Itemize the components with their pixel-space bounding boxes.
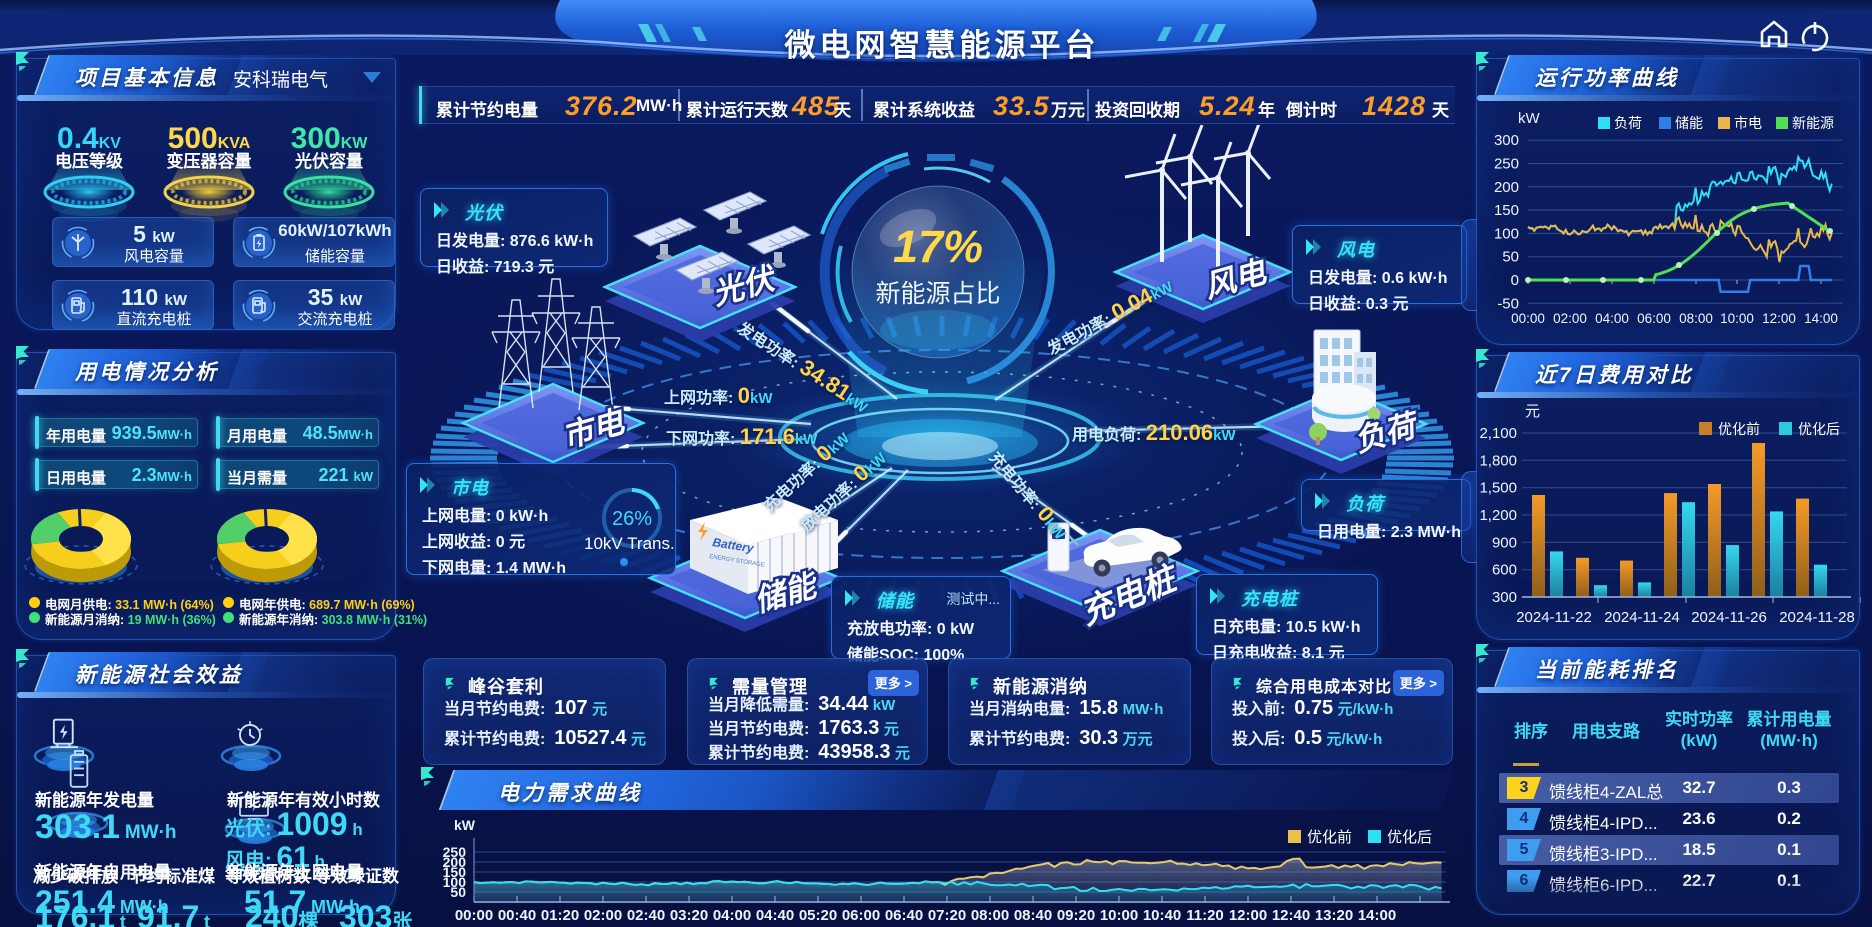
svg-text:100: 100 <box>1494 225 1519 242</box>
svg-text:50: 50 <box>450 884 466 900</box>
svg-text:250: 250 <box>443 844 467 860</box>
svg-text:04:00: 04:00 <box>1595 311 1629 326</box>
svg-text:kW: kW <box>454 817 476 833</box>
svg-text:02:00: 02:00 <box>584 907 622 924</box>
svg-text:150: 150 <box>443 864 467 880</box>
svg-text:2024-11-22: 2024-11-22 <box>1516 609 1592 626</box>
svg-text:1,500: 1,500 <box>1479 480 1517 497</box>
svg-text:26%: 26% <box>612 508 652 530</box>
svg-text:100: 100 <box>443 874 467 890</box>
svg-text:1,200: 1,200 <box>1479 507 1517 524</box>
svg-text:01:20: 01:20 <box>541 907 579 924</box>
svg-text:2024-11-24: 2024-11-24 <box>1604 609 1680 626</box>
svg-text:优化后: 优化后 <box>1387 829 1432 846</box>
svg-text:13:20: 13:20 <box>1315 907 1353 924</box>
svg-text:300: 300 <box>1492 589 1517 606</box>
svg-text:600: 600 <box>1492 562 1517 579</box>
svg-text:10:00: 10:00 <box>1720 311 1754 326</box>
svg-text:新能源: 新能源 <box>1792 115 1834 131</box>
svg-text:150: 150 <box>1494 202 1519 219</box>
svg-text:11:20: 11:20 <box>1186 907 1224 924</box>
svg-text:200: 200 <box>443 854 467 870</box>
svg-text:10:00: 10:00 <box>1100 907 1138 924</box>
svg-text:12:00: 12:00 <box>1762 311 1796 326</box>
svg-text:06:00: 06:00 <box>842 907 880 924</box>
svg-text:1,800: 1,800 <box>1479 452 1517 469</box>
svg-text:2024-11-28: 2024-11-28 <box>1779 609 1855 626</box>
svg-text:-50: -50 <box>1497 295 1519 312</box>
svg-text:00:00: 00:00 <box>455 907 493 924</box>
svg-text:元: 元 <box>1525 403 1540 420</box>
svg-text:优化前: 优化前 <box>1718 421 1760 437</box>
svg-text:优化后: 优化后 <box>1798 421 1840 437</box>
svg-text:12:40: 12:40 <box>1272 907 1310 924</box>
svg-text:02:40: 02:40 <box>627 907 665 924</box>
svg-text:新能源占比: 新能源占比 <box>875 280 1000 308</box>
svg-text:07:20: 07:20 <box>928 907 966 924</box>
svg-text:12:00: 12:00 <box>1229 907 1267 924</box>
svg-text:50: 50 <box>1502 249 1519 266</box>
svg-text:04:40: 04:40 <box>756 907 794 924</box>
svg-text:10:40: 10:40 <box>1143 907 1181 924</box>
svg-text:09:20: 09:20 <box>1057 907 1095 924</box>
svg-text:00:40: 00:40 <box>498 907 536 924</box>
svg-text:05:20: 05:20 <box>799 907 837 924</box>
svg-text:17%: 17% <box>893 221 983 272</box>
svg-text:04:00: 04:00 <box>713 907 751 924</box>
svg-text:kW: kW <box>1518 110 1541 127</box>
svg-text:250: 250 <box>1494 156 1519 173</box>
svg-text:03:20: 03:20 <box>670 907 708 924</box>
svg-text:负荷: 负荷 <box>1614 115 1642 131</box>
svg-text:优化前: 优化前 <box>1307 829 1352 846</box>
svg-text:900: 900 <box>1492 534 1517 551</box>
svg-text:Battery: Battery <box>712 535 756 556</box>
svg-text:06:00: 06:00 <box>1637 311 1671 326</box>
svg-text:市电: 市电 <box>1734 115 1762 131</box>
svg-text:2024-11-26: 2024-11-26 <box>1691 609 1767 626</box>
svg-text:300: 300 <box>1494 132 1519 149</box>
svg-text:0: 0 <box>1511 272 1519 289</box>
svg-text:06:40: 06:40 <box>885 907 923 924</box>
svg-text:08:40: 08:40 <box>1014 907 1052 924</box>
svg-text:08:00: 08:00 <box>1679 311 1713 326</box>
svg-text:2,100: 2,100 <box>1479 425 1517 442</box>
svg-text:00:00: 00:00 <box>1511 311 1545 326</box>
svg-text:08:00: 08:00 <box>971 907 1009 924</box>
svg-text:200: 200 <box>1494 179 1519 196</box>
svg-text:14:00: 14:00 <box>1804 311 1838 326</box>
svg-text:储能: 储能 <box>1675 115 1703 131</box>
svg-text:02:00: 02:00 <box>1553 311 1587 326</box>
svg-text:14:00: 14:00 <box>1358 907 1396 924</box>
